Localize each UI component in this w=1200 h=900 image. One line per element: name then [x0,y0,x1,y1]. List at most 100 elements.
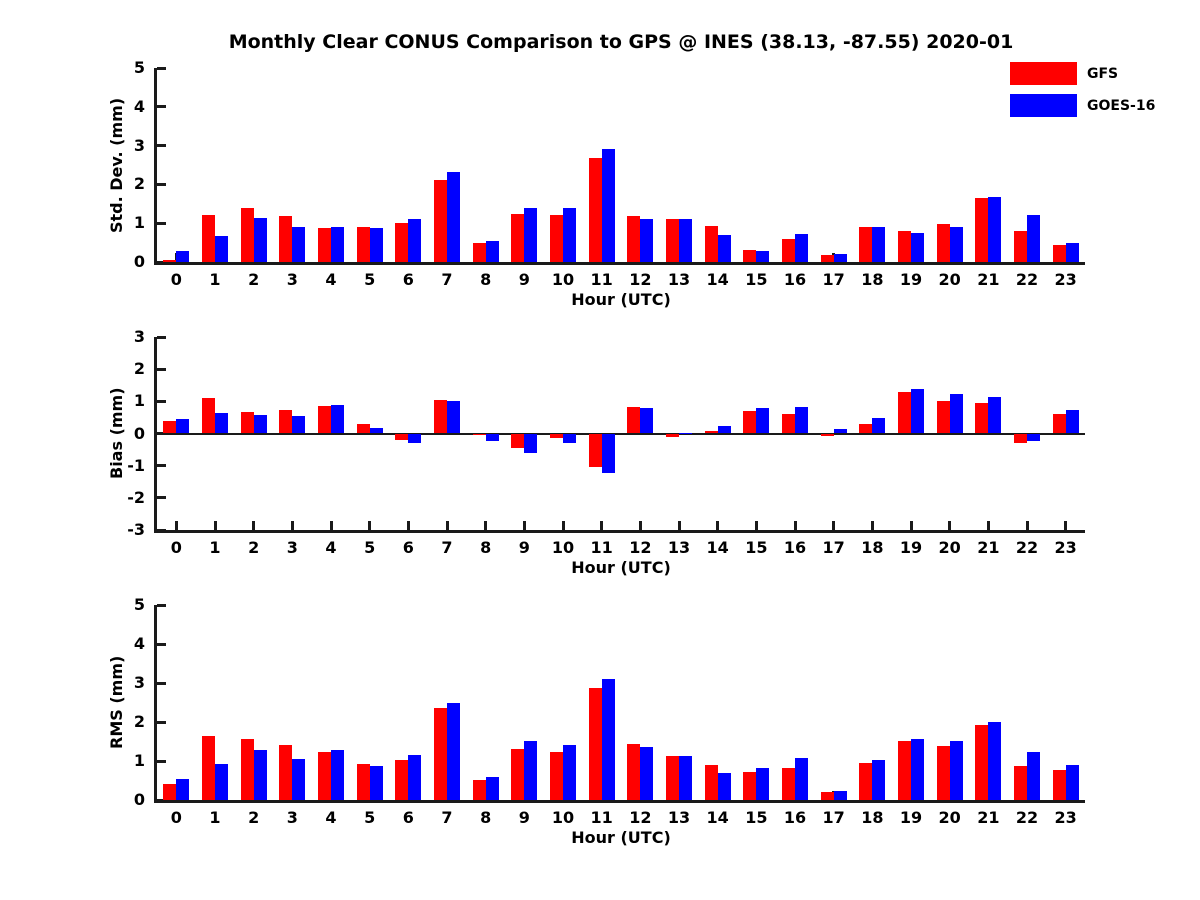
y-tick-label: 2 [133,712,145,731]
bar-goes16-hour-14 [717,235,731,262]
bar-gfs-hour-0 [163,260,177,262]
bar-goes16-hour-5 [369,227,383,262]
y-tick-mark [157,399,166,403]
y-tick-label: 2 [133,174,145,194]
bar-gfs-hour-5 [356,226,370,262]
bar-gfs-hour-3 [279,410,293,434]
x-axis-label: Hour (UTC) [571,828,671,847]
x-tick-label: 8 [480,808,492,827]
x-tick-label: 15 [745,808,768,827]
x-tick-label: 4 [325,808,337,827]
bar-gfs-hour-19 [898,392,911,434]
x-tick-mark [252,521,256,530]
y-tick-mark [157,759,166,763]
bar-goes16-hour-18 [872,759,886,800]
bar-goes16-hour-22 [1027,751,1040,800]
bar-goes16-hour-13 [679,218,692,262]
x-tick-label: 1 [209,538,221,557]
bar-goes16-hour-9 [524,740,538,800]
bar-gfs-hour-14 [704,226,718,262]
bar-goes16-hour-20 [949,226,963,262]
x-tick-mark [1025,521,1029,530]
x-tick-label: 15 [745,270,768,289]
x-tick-mark [484,521,488,530]
bias-chart: Bias (mm) 3 2 1 0 -1 -2 -3 0 1 2 3 4 5 6 7 8 9 10 11 12 13 14 1… [107,329,1085,577]
rms-chart: RMS (mm) 0 1 2 3 4 5 0 1 2 3 4 5 6 7 8 9 10 11 12 13 14 15 16 17… [107,597,1085,847]
bar-gfs-hour-0 [163,420,177,434]
x-tick-label: 18 [861,270,884,289]
x-axis-label: Hour (UTC) [571,290,671,309]
bar-gfs-hour-6 [395,759,409,800]
x-tick-mark [290,521,294,530]
bar-goes16-hour-7 [447,172,460,262]
x-tick-label: 23 [1054,808,1077,827]
x-tick-mark [716,521,720,530]
bar-goes16-hour-0 [176,778,190,800]
bar-gfs-hour-11 [588,158,602,262]
bar-goes16-hour-1 [215,236,228,262]
x-tick-mark [174,521,178,530]
bar-goes16-hour-5 [369,428,383,434]
bar-gfs-hour-1 [202,736,215,800]
y-axis-label: Std. Dev. (mm) [107,97,126,233]
bar-gfs-hour-8 [472,242,486,262]
y-tick-label: 3 [133,135,145,155]
y-tick-label: 4 [133,96,145,116]
x-tick-mark [986,521,990,530]
x-tick-label: 15 [745,538,768,557]
x-tick-label: 19 [899,808,923,827]
x-tick-label: 12 [629,270,652,289]
x-tick-label: 17 [822,270,845,289]
bar-gfs-hour-19 [898,230,911,262]
x-tick-mark [445,521,449,530]
bar-gfs-hour-13 [666,219,679,262]
y-tick-label: -1 [127,455,145,475]
x-tick-label: 11 [590,538,613,557]
bar-gfs-hour-18 [859,762,873,800]
x-tick-label: 9 [518,538,530,557]
x-tick-label: 9 [518,808,530,827]
bar-gfs-hour-19 [898,740,911,800]
x-tick-mark [793,521,797,530]
figure-title: Monthly Clear CONUS Comparison to GPS @ … [228,31,1014,53]
bar-gfs-hour-4 [318,228,331,262]
bar-goes16-hour-3 [292,227,306,262]
bar-gfs-hour-22 [1014,433,1027,443]
bar-goes16-hour-15 [756,251,770,262]
legend-swatch-goes16 [1010,94,1077,117]
x-tick-label: 8 [480,538,492,557]
bar-goes16-hour-4 [331,750,344,800]
y-tick-label: 5 [133,58,145,77]
y-tick-mark [157,720,166,724]
y-tick-mark [157,144,166,148]
bar-gfs-hour-17 [820,433,834,437]
bar-goes16-hour-12 [640,747,654,800]
bar-goes16-hour-8 [485,433,499,441]
bar-gfs-hour-9 [511,213,525,262]
x-tick-label: 20 [938,270,961,289]
bar-gfs-hour-4 [318,406,331,434]
x-tick-mark [677,521,681,530]
y-tick-mark [157,798,166,802]
x-tick-label: 21 [977,270,1000,289]
bar-goes16-hour-19 [911,232,924,262]
x-tick-label: 17 [822,538,845,557]
x-tick-label: 21 [977,538,1000,557]
bar-gfs-hour-5 [356,763,370,800]
y-tick-label: 1 [133,751,145,770]
y-tick-label: 0 [133,252,145,271]
bar-goes16-hour-11 [601,149,615,262]
x-tick-mark [1064,521,1068,530]
bar-goes16-hour-10 [563,744,576,800]
x-tick-label: 2 [248,538,260,557]
bar-goes16-hour-16 [795,757,808,800]
x-tick-label: 4 [325,270,337,289]
bar-goes16-hour-18 [872,227,886,262]
bar-gfs-hour-4 [318,752,331,800]
x-tick-label: 13 [667,270,691,289]
x-tick-label: 1 [209,270,221,289]
bar-gfs-hour-18 [859,226,873,262]
x-tick-label: 5 [364,808,376,827]
y-tick-mark [157,642,166,646]
y-tick-label: 3 [133,673,145,692]
